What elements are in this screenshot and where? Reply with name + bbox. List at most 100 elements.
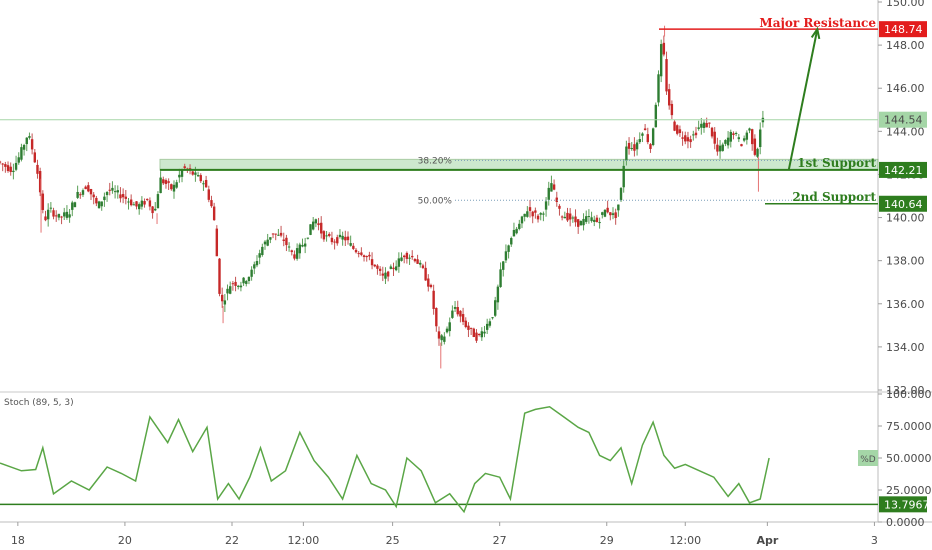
last-price-tag [879, 111, 927, 128]
candle-body [207, 189, 210, 200]
price-tick-label: 134.00 [886, 341, 925, 354]
last-price-tag-text: 144.54 [884, 114, 923, 127]
candle-body [121, 194, 125, 198]
candle-body [708, 122, 711, 124]
candle-body [405, 252, 409, 259]
candle-body [718, 145, 722, 152]
candle-body [57, 213, 61, 218]
time-tick-label: 12:00 [669, 534, 701, 547]
candle-body [231, 283, 235, 285]
candle-body [113, 191, 117, 193]
candle-body [226, 288, 229, 294]
candle-body [285, 237, 288, 246]
candle-body [443, 336, 446, 342]
candle-body [566, 212, 569, 221]
time-tick-label: Apr [756, 534, 778, 547]
candle-body [349, 243, 352, 246]
candle-body [30, 139, 34, 150]
candle-body [520, 216, 524, 224]
candle-body [210, 200, 213, 207]
candle-body [309, 224, 312, 235]
candle-body [692, 134, 695, 136]
candle-body [143, 201, 146, 205]
candle-body [111, 187, 114, 191]
candle-body [510, 238, 513, 245]
candle-body [97, 201, 101, 209]
candle-body [582, 218, 585, 226]
candle-body [740, 144, 743, 147]
candle-body [552, 184, 556, 190]
candle-body [218, 258, 221, 294]
price-tick-label: 146.00 [886, 82, 925, 95]
candle-body [330, 237, 334, 243]
candle-body [89, 188, 93, 195]
candle-body [287, 246, 291, 248]
candle-body [303, 243, 307, 247]
candle-body [20, 147, 23, 160]
candle-body [558, 205, 561, 209]
candle-body [665, 59, 668, 92]
candle-body [622, 165, 625, 188]
time-tick-label: 20 [118, 534, 132, 547]
price-tick-label: 148.00 [886, 39, 925, 52]
candle-body [753, 138, 757, 155]
candle-body [550, 183, 553, 192]
candle-body [215, 228, 219, 257]
candle-body [659, 44, 663, 77]
candle-body [716, 144, 719, 152]
candle-body [448, 322, 451, 332]
candle-body [397, 258, 401, 267]
candle-body [483, 331, 486, 334]
candle-body [306, 237, 310, 239]
candle-body [662, 42, 666, 55]
candle-body [686, 137, 690, 142]
candle-body [368, 254, 371, 257]
stoch-tick-label: 50.0000 [886, 452, 932, 465]
candle-body [595, 217, 599, 223]
candle-body [641, 133, 644, 136]
candle-body [183, 166, 186, 169]
level-price-tag-text: 148.74 [884, 23, 923, 36]
candle-body [593, 219, 596, 222]
candle-body [451, 310, 454, 318]
candle-body [609, 212, 612, 216]
candle-body [729, 131, 732, 142]
level-price-tag-text: 142.21 [884, 164, 923, 177]
candle-body [384, 272, 387, 279]
candle-body [657, 74, 660, 103]
candle-body [726, 137, 730, 146]
candle-body [44, 216, 47, 221]
candle-body [4, 164, 7, 167]
stoch-tick-label: 75.0000 [886, 420, 932, 433]
stoch-panel: Stoch (89, 5, 3) 0.0000 25.0000 50.0000 75.0… [0, 388, 932, 529]
candle-body [544, 201, 548, 210]
candle-body [46, 209, 50, 220]
support-zone [159, 158, 879, 171]
candle-body [282, 239, 285, 241]
candle-body [512, 229, 516, 237]
candle-body [68, 214, 71, 218]
candle-body [585, 216, 588, 222]
candle-body [100, 201, 103, 207]
candle-body [756, 148, 759, 157]
candle-body [748, 128, 751, 131]
candle-body [0, 161, 2, 163]
candle-body [36, 164, 39, 174]
candle-body [33, 152, 36, 163]
candle-body [429, 284, 433, 288]
candle-body [119, 194, 122, 199]
candle-body [370, 259, 374, 266]
candle-body [432, 290, 435, 309]
candle-body [234, 281, 237, 286]
candle-body [277, 234, 280, 236]
candle-body [65, 211, 69, 218]
candle-body [469, 327, 473, 329]
fib-label: 38.20% [418, 156, 453, 166]
candle-body [427, 278, 430, 287]
candle-body [41, 193, 45, 210]
candle-body [611, 213, 615, 215]
candle-body [494, 300, 497, 316]
candle-body [737, 137, 741, 140]
candle-body [579, 221, 583, 226]
